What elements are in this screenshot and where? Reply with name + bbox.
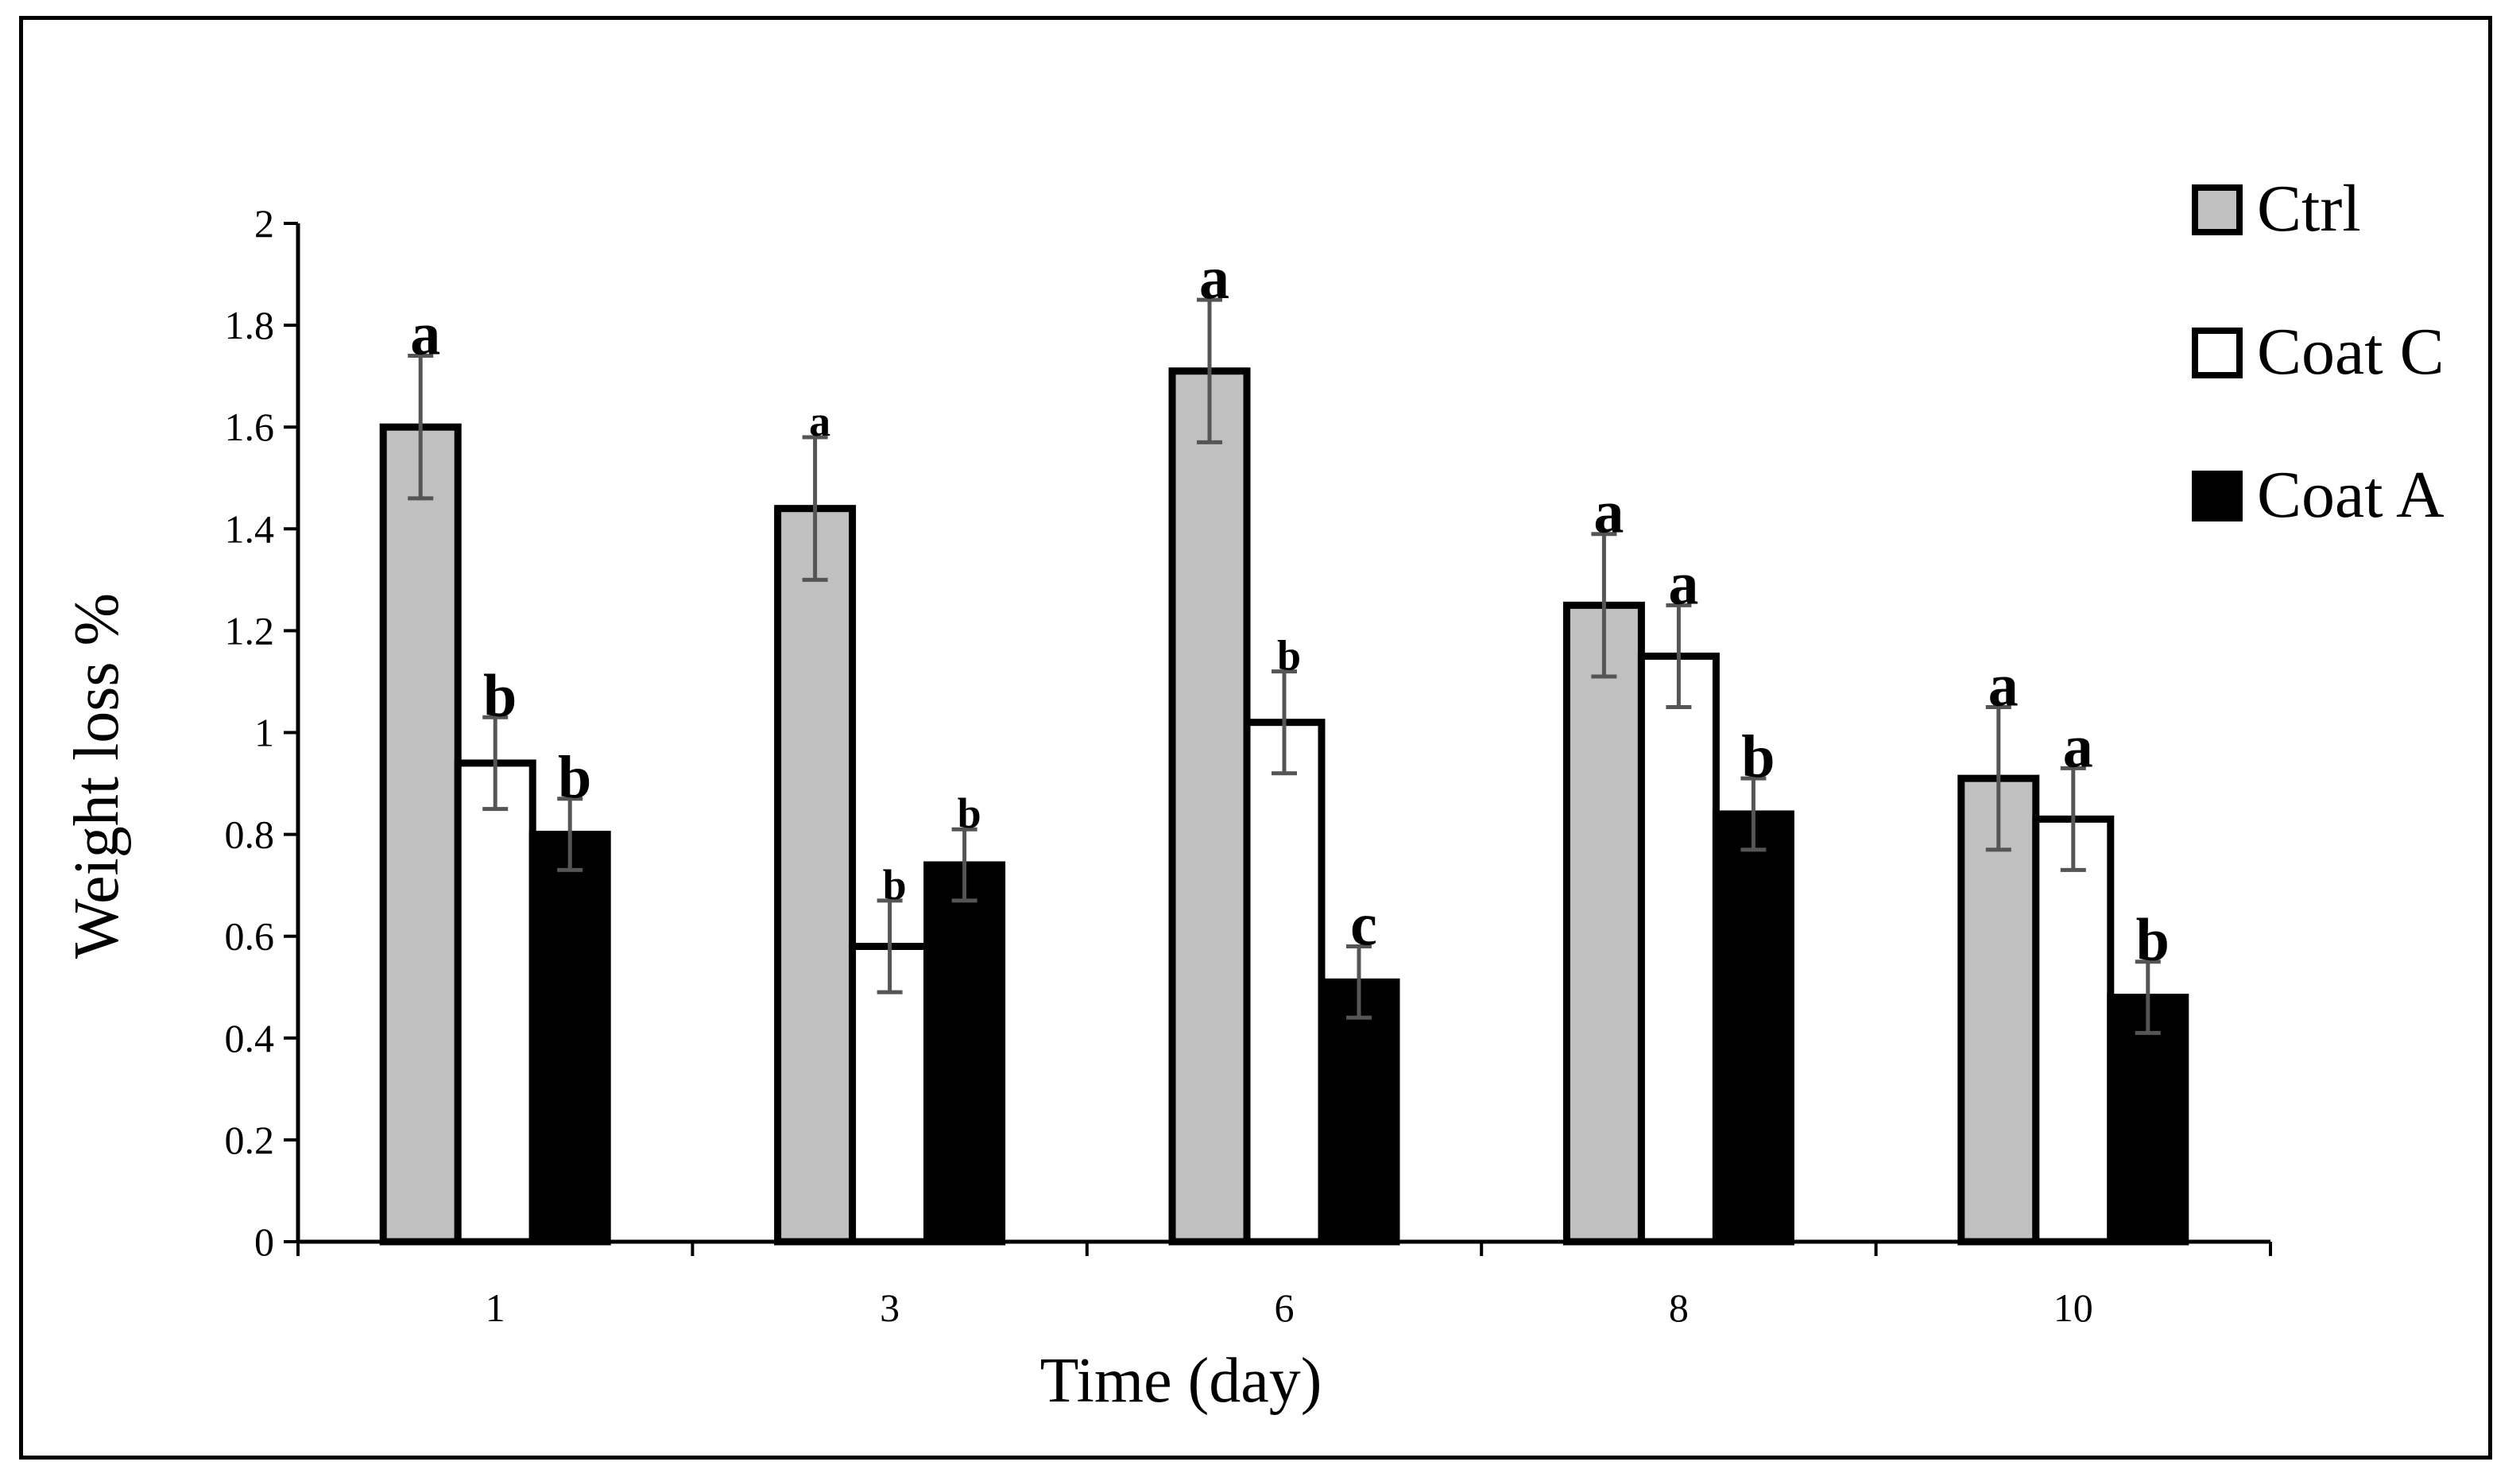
y-axis: 0 0.2 0.4 0.6 0.8 1 1.2 1.4 1.6 1.8 2: [225, 201, 300, 1264]
legend: Ctrl Coat C Coat A: [2192, 172, 2445, 532]
legend-label: Coat C: [2257, 315, 2445, 389]
bar: [1318, 978, 1400, 1246]
bar: [1168, 367, 1251, 1246]
x-axis-title: Time (day): [1040, 1346, 1322, 1416]
significance-letter: b: [883, 861, 907, 909]
y-tick-label: 1.4: [225, 506, 275, 551]
x-tick-label: 8: [1669, 1285, 1689, 1330]
significance-letter: a: [1988, 652, 2019, 719]
y-tick-label: 0.4: [225, 1016, 275, 1060]
bar: [923, 861, 1006, 1246]
y-tick-label: 1: [254, 711, 274, 755]
significance-letter: c: [1350, 892, 1377, 959]
bar: [1562, 601, 1645, 1246]
y-tick-label: 0.2: [225, 1118, 275, 1162]
legend-swatch: [2192, 184, 2243, 235]
x-tick-label: 3: [880, 1285, 900, 1330]
significance-letter: b: [558, 744, 591, 811]
y-tick-label: 0.8: [225, 812, 275, 857]
significance-letter: b: [483, 662, 517, 729]
bar: [2107, 994, 2189, 1246]
significance-letter: b: [958, 789, 981, 837]
x-axis: 1 3 6 8 10: [296, 1239, 2272, 1330]
bar: [379, 423, 462, 1246]
y-tick-label: 1.2: [225, 608, 275, 653]
bars: [379, 367, 2189, 1246]
legend-label: Ctrl: [2257, 172, 2361, 246]
significance-letter: a: [809, 397, 830, 445]
bar: [849, 943, 931, 1246]
legend-swatch: [2192, 471, 2243, 521]
bar: [1637, 652, 1720, 1246]
significance-letter: a: [2063, 713, 2093, 780]
bar: [2032, 815, 2115, 1246]
bar: [1243, 719, 1326, 1246]
significance-letter: a: [1593, 479, 1624, 546]
y-tick-label: 1.8: [225, 303, 275, 347]
significance-letter: b: [2136, 907, 2170, 974]
significance-letter: a: [410, 301, 440, 368]
significance-letter: b: [1277, 632, 1301, 680]
bar: [774, 505, 857, 1246]
bar: [454, 759, 536, 1246]
significance-letter: b: [1741, 723, 1775, 790]
y-tick-label: 1.6: [225, 405, 275, 449]
y-tick-label: 2: [254, 201, 274, 246]
y-tick-label: 0: [254, 1219, 274, 1264]
bar: [1712, 810, 1794, 1246]
legend-label: Coat A: [2257, 458, 2445, 532]
error-bars: [408, 297, 2161, 1035]
legend-swatch: [2192, 328, 2243, 378]
significance-letter: a: [1199, 245, 1229, 312]
y-tick-label: 0.6: [225, 914, 275, 959]
x-tick-label: 10: [2054, 1285, 2093, 1330]
significance-letter: a: [1668, 550, 1698, 617]
x-tick-label: 6: [1275, 1285, 1295, 1330]
x-tick-label: 1: [486, 1285, 505, 1330]
bar: [528, 831, 611, 1246]
bar: [1957, 774, 2040, 1246]
y-axis-title: Weight loss %: [62, 593, 132, 959]
